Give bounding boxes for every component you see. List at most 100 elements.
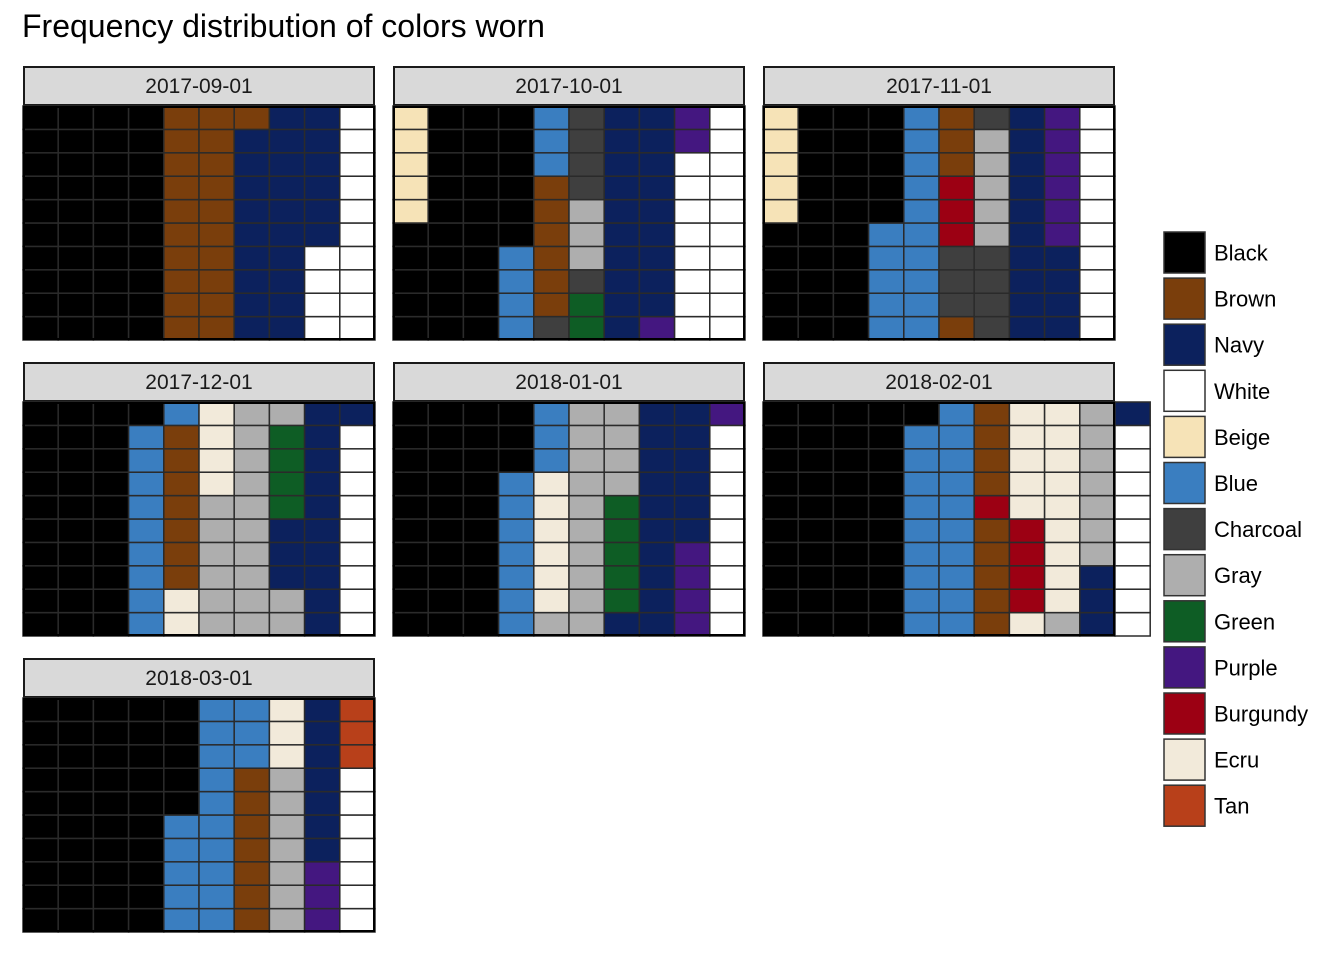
waffle-cell-white xyxy=(1079,105,1116,131)
waffle-cell-beige xyxy=(392,198,429,224)
waffle-cell-white xyxy=(1114,611,1151,637)
waffle-cell-black xyxy=(832,269,870,294)
waffle-cell-navy xyxy=(339,401,376,427)
waffle-cell-blue xyxy=(198,790,235,816)
waffle-cell-black xyxy=(462,175,500,201)
waffle-cell-blue xyxy=(127,448,165,473)
waffle-cell-black xyxy=(127,175,165,201)
waffle-cell-white xyxy=(1114,541,1151,567)
waffle-cell-navy xyxy=(603,315,641,341)
waffle-cell-black xyxy=(22,837,59,863)
waffle-cell-black xyxy=(427,269,465,294)
waffle-cell-navy xyxy=(1008,315,1046,341)
waffle-cell-navy xyxy=(638,198,676,224)
waffle-cell-charcoal xyxy=(568,152,605,177)
waffle-cell-black xyxy=(427,448,465,473)
waffle-cell-white xyxy=(339,588,376,614)
waffle-cell-black xyxy=(497,105,535,131)
facet-label: 2018-03-01 xyxy=(145,667,252,690)
waffle-cell-burgundy xyxy=(973,494,1011,520)
waffle-cell-black xyxy=(57,269,95,294)
waffle-cell-gray xyxy=(568,611,605,637)
waffle-cell-navy xyxy=(638,494,676,520)
waffle-cell-blue xyxy=(163,884,200,910)
waffle-cell-black xyxy=(832,494,870,520)
waffle-cell-black xyxy=(22,744,59,769)
panel-border xyxy=(763,106,1115,340)
waffle-cell-black xyxy=(797,105,835,131)
waffle-cell-black xyxy=(832,401,870,427)
legend-key xyxy=(1163,277,1206,320)
waffle-cell-blue xyxy=(903,611,940,637)
waffle-cell-black xyxy=(127,837,165,863)
waffle-cell-gray xyxy=(198,565,235,590)
legend-item-green: Green xyxy=(1163,600,1275,643)
waffle-cell-white xyxy=(1079,292,1116,318)
waffle-cell-black xyxy=(427,565,465,590)
waffle-cell-black xyxy=(392,245,429,271)
waffle-cell-navy xyxy=(233,175,271,201)
waffle-cell-blue xyxy=(903,245,940,271)
waffle-cell-white xyxy=(709,269,746,294)
waffle-cell-black xyxy=(57,292,95,318)
legend-label: Burgundy xyxy=(1214,702,1308,727)
waffle-cell-green xyxy=(603,541,641,567)
waffle-cell-black xyxy=(832,315,870,341)
waffle-cell-white xyxy=(1079,198,1116,224)
waffle-cell-navy xyxy=(638,518,676,544)
waffle-cell-black xyxy=(92,269,130,294)
waffle-cell-black xyxy=(392,448,429,473)
waffle-cell-black xyxy=(92,448,130,473)
waffle-cell-charcoal xyxy=(568,175,605,201)
waffle-cell-black xyxy=(57,471,95,497)
waffle-cell-black xyxy=(427,541,465,567)
waffle-cell-brown xyxy=(233,837,271,863)
waffle-cell-black xyxy=(92,175,130,201)
waffle-cell-black xyxy=(797,292,835,318)
waffle-cell-black xyxy=(797,401,835,427)
waffle-cell-black xyxy=(762,518,799,544)
waffle-cell-blue xyxy=(497,518,535,544)
waffle-cell-blue xyxy=(198,697,235,723)
waffle-cell-white xyxy=(673,315,711,341)
waffle-cell-black xyxy=(797,315,835,341)
waffle-cell-black xyxy=(92,222,130,248)
waffle-cell-white xyxy=(709,105,746,131)
waffle-cell-black xyxy=(92,697,130,723)
waffle-cell-black xyxy=(762,292,799,318)
waffle-cell-white xyxy=(303,245,341,271)
waffle-cell-black xyxy=(22,611,59,637)
waffle-cell-white xyxy=(709,128,746,154)
waffle-cell-blue xyxy=(938,494,975,520)
waffle-cell-navy xyxy=(1043,245,1081,271)
waffle-cell-navy xyxy=(638,448,676,473)
waffle-cell-navy xyxy=(303,105,341,131)
waffle-cell-navy xyxy=(1008,222,1046,248)
waffle-cell-black xyxy=(867,588,905,614)
waffle-cell-navy xyxy=(638,105,676,131)
facet-strip xyxy=(23,362,375,402)
waffle-cell-blue xyxy=(903,565,940,590)
waffle-cell-brown xyxy=(163,269,200,294)
waffle-cell-navy xyxy=(1079,588,1116,614)
waffle-cell-blue xyxy=(903,128,940,154)
waffle-cell-purple xyxy=(1043,222,1081,248)
waffle-cell-blue xyxy=(198,907,235,933)
waffle-cell-white xyxy=(673,152,711,177)
legend-item-black: Black xyxy=(1163,231,1269,274)
legend-label: Ecru xyxy=(1214,748,1259,773)
waffle-cell-blue xyxy=(198,837,235,863)
panel-border xyxy=(763,402,1115,636)
waffle-cell-gray xyxy=(973,128,1011,154)
waffle-cell-black xyxy=(57,907,95,933)
waffle-cell-navy xyxy=(1008,175,1046,201)
waffle-cell-navy xyxy=(303,744,341,769)
waffle-cell-navy xyxy=(1043,292,1081,318)
waffle-cell-black xyxy=(57,424,95,450)
waffle-cell-black xyxy=(427,128,465,154)
waffle-cell-ecru xyxy=(268,744,306,769)
waffle-cell-gray xyxy=(1079,471,1116,497)
waffle-cell-black xyxy=(762,471,799,497)
waffle-cell-black xyxy=(57,152,95,177)
waffle-cell-green xyxy=(568,292,605,318)
